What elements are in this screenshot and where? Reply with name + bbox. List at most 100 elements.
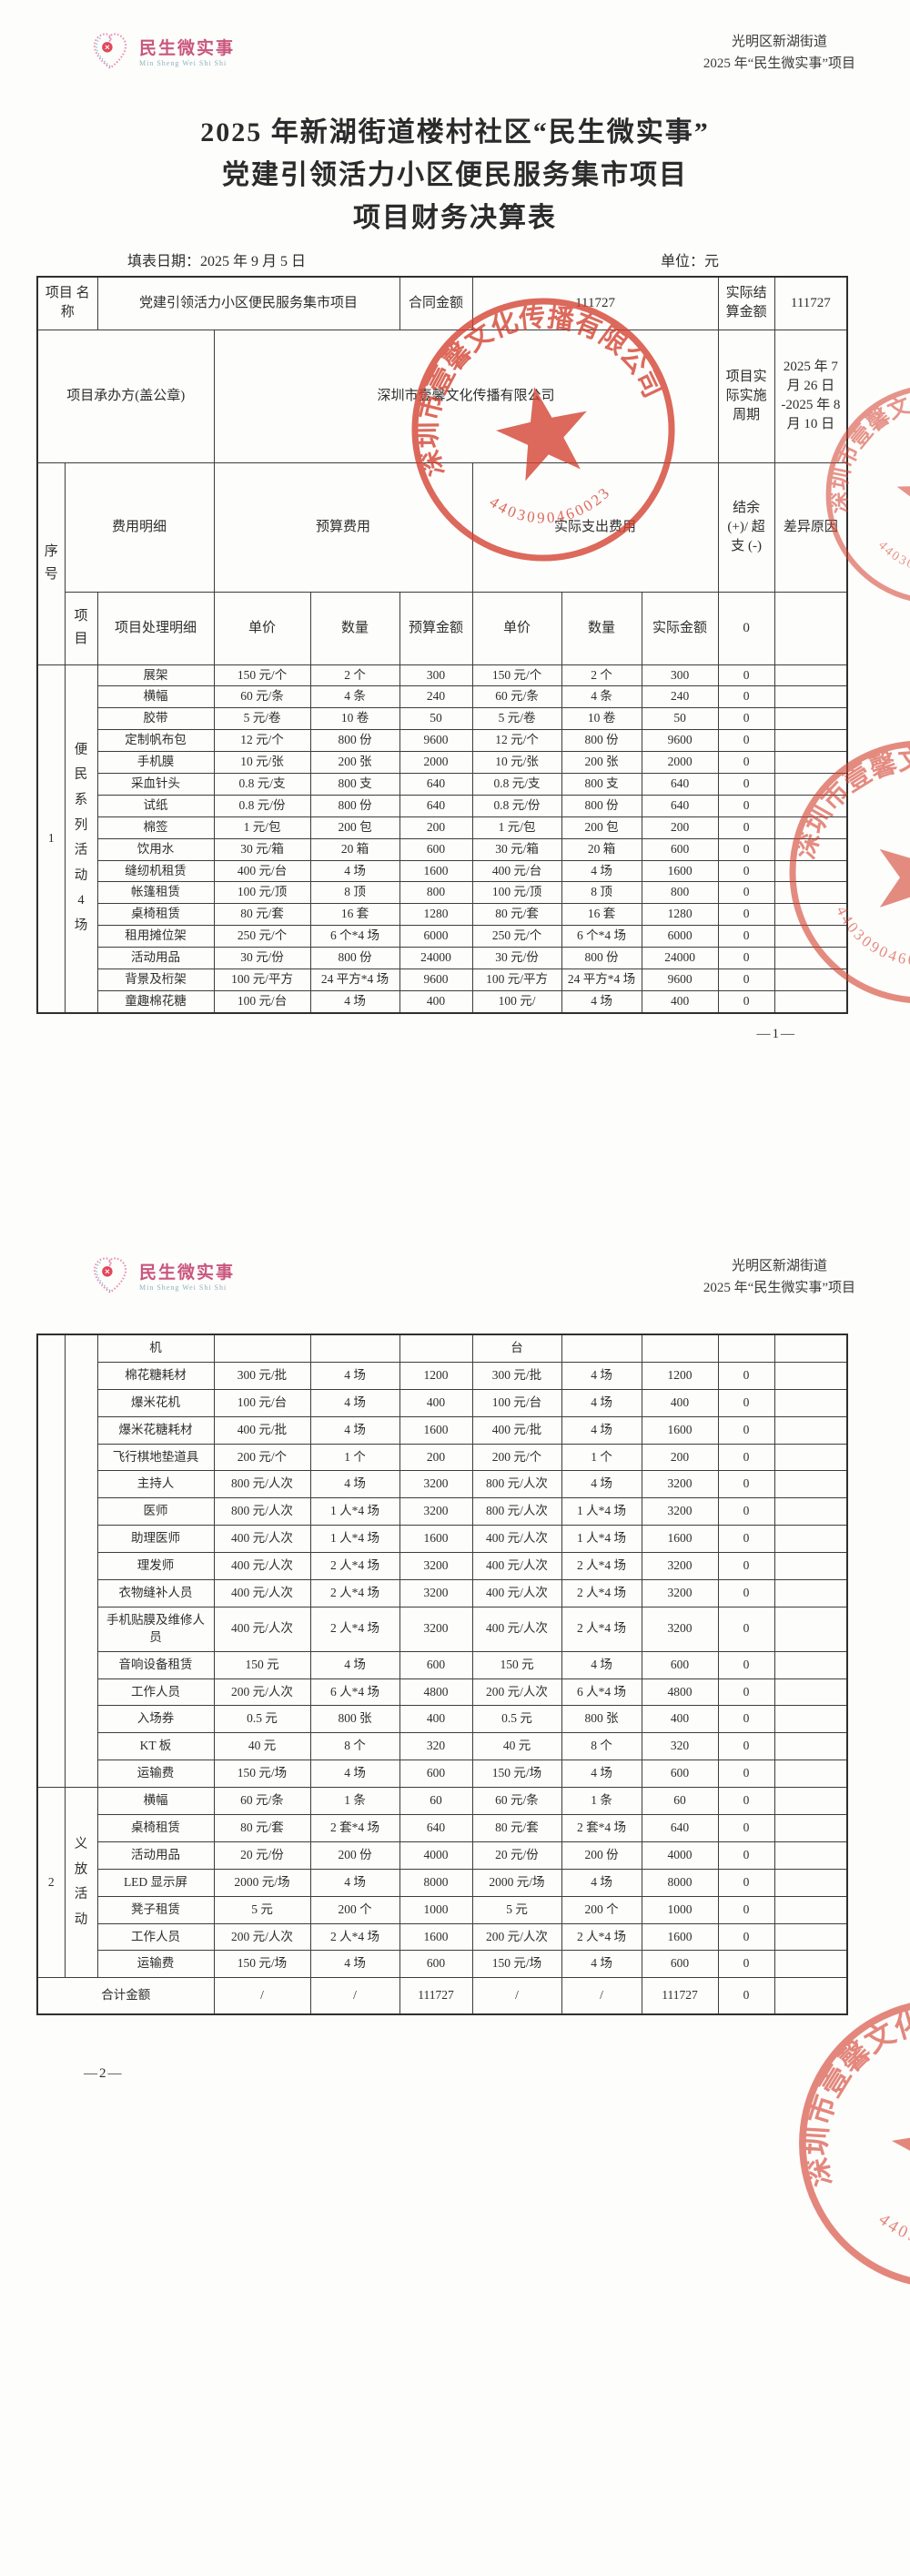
col-qty-budget: 数量: [309, 591, 400, 665]
meta-row: 填表日期：2025 年 9 月 5 日 单位：元: [127, 248, 819, 270]
value-cell: 0: [717, 1606, 775, 1652]
item-detail-cell: 运输费: [96, 1760, 215, 1789]
value-cell: 50: [641, 707, 719, 731]
reason-cell: [774, 1814, 848, 1842]
title-line3: 项目财务决算表: [353, 203, 557, 233]
value-cell: 0.8 元/份: [213, 794, 311, 817]
value-cell: 6000: [399, 925, 473, 948]
value-cell: 400 元/人次: [213, 1606, 311, 1652]
value-cell: 400: [641, 989, 719, 1014]
value-cell: 4 场: [561, 989, 642, 1014]
value-cell: 60 元/条: [213, 1787, 311, 1816]
value-cell: 400: [399, 989, 473, 1014]
reason-cell: [774, 1525, 848, 1554]
value-cell: 0: [717, 968, 775, 991]
item-detail-cell: 机: [96, 1334, 215, 1363]
value-cell: 4 场: [309, 1388, 400, 1417]
value-cell: 300: [641, 664, 719, 687]
value-cell: 0: [717, 1814, 775, 1842]
logo-text: 民生微实事: [139, 39, 236, 58]
col-item-detail: 项目处理明细: [96, 591, 215, 665]
col-expense-detail: 费用明细: [64, 461, 215, 593]
reason-cell: [774, 968, 848, 991]
value-cell: 0: [717, 947, 775, 969]
page-1: 民生微实事 Min Sheng Wei Shi Shi 光明区新湖街道 2025…: [0, 0, 910, 1224]
finance-table-page2: 机台棉花糖耗材 300 元/批 4 场 1200 300 元/批 4 场 1200 0 爆米花机…: [36, 1334, 848, 2015]
value-cell: 800: [399, 881, 473, 905]
section-seq: 2: [36, 1787, 66, 1979]
value-cell: 1 元/包: [471, 816, 562, 839]
page-2: 民生微实事 Min Sheng Wei Shi Shi 光明区新湖街道 2025…: [0, 1224, 910, 2576]
value-cell: 400 元/台: [213, 859, 311, 883]
value-cell: 0: [717, 772, 775, 796]
settlement-value: 111727: [774, 276, 848, 330]
item-detail-cell: 主持人: [96, 1470, 215, 1499]
item-detail-cell: 童趣棉花糖: [96, 989, 215, 1014]
org-line1: 光明区新湖街道: [731, 1259, 827, 1273]
item-detail-cell: 横幅: [96, 1787, 215, 1816]
value-cell: 0.8 元/支: [213, 772, 311, 796]
settlement-label: 实际结算金额: [717, 276, 775, 330]
value-cell: 1600: [399, 1415, 473, 1445]
value-cell: 10 卷: [309, 707, 400, 731]
value-cell: 0: [717, 1361, 775, 1390]
value-cell: 0.8 元/支: [471, 772, 562, 796]
value-cell: 600: [641, 1650, 719, 1679]
reason-cell: [774, 794, 848, 817]
project-name-value: 党建引领活力小区便民服务集市项目: [96, 276, 400, 330]
value-cell: 9600: [641, 729, 719, 753]
reason-cell: [774, 837, 848, 861]
value-cell: 0: [717, 751, 775, 774]
value-cell: 16 套: [309, 903, 400, 927]
value-cell: 8 个: [309, 1732, 400, 1761]
value-cell: 0: [717, 881, 775, 905]
value-cell: 1 人*4 场: [561, 1497, 642, 1526]
item-detail-cell: 爆米花糖耗材: [96, 1415, 215, 1445]
value-cell: 800 元/人次: [213, 1497, 311, 1526]
value-cell: 4000: [399, 1841, 473, 1870]
value-cell: 400 元/人次: [213, 1552, 311, 1581]
reason-cell: [774, 947, 848, 969]
table-row: 缝纫机租赁 400 元/台 4 场 1600 400 元/台 4 场 1600 0: [37, 859, 848, 883]
value-cell: 200 元/个: [471, 1443, 562, 1472]
value-cell: [399, 1334, 473, 1363]
value-cell: 640: [641, 794, 719, 817]
item-detail-cell: 理发师: [96, 1552, 215, 1581]
table-row: 爆米花机 100 元/台 4 场 400 100 元/台 4 场 400 0: [37, 1388, 848, 1417]
value-cell: 400 元/人次: [213, 1579, 311, 1607]
item-detail-cell: 饮用水: [96, 837, 215, 861]
page2-number: —2—: [84, 2065, 124, 2081]
value-cell: 1600: [641, 1922, 719, 1952]
reason-cell: [774, 989, 848, 1014]
value-cell: 60: [399, 1787, 473, 1816]
reason-cell: [774, 1678, 848, 1707]
value-cell: 0: [717, 1579, 775, 1607]
value-cell: 2 人*4 场: [561, 1922, 642, 1952]
item-detail-cell: 入场券: [96, 1705, 215, 1734]
value-cell: 1600: [641, 1415, 719, 1445]
value-cell: 4 条: [309, 685, 400, 709]
table-row: 飞行棋地垫道具 200 元/个 1 个 200 200 元/个 1 个 200 0: [37, 1443, 848, 1472]
reason-cell: [774, 1552, 848, 1581]
col-budget-group: 预算费用: [213, 461, 473, 593]
total-cell: 111727: [641, 1977, 719, 2015]
value-cell: 0: [717, 707, 775, 731]
value-cell: 200 包: [309, 816, 400, 839]
value-cell: 640: [641, 1814, 719, 1842]
value-cell: 0: [717, 1525, 775, 1554]
value-cell: 80 元/套: [471, 1814, 562, 1842]
value-cell: 0.5 元: [213, 1705, 311, 1734]
value-cell: 0: [717, 1497, 775, 1526]
value-cell: 150 元/场: [471, 1950, 562, 1979]
item-detail-cell: 手机贴膜及维修人员: [96, 1606, 215, 1652]
svg-text:4403090460023: 4403090460023: [875, 538, 910, 575]
value-cell: 4 场: [309, 1650, 400, 1679]
value-cell: 600: [641, 837, 719, 861]
value-cell: 5 元: [213, 1895, 311, 1924]
value-cell: 20 元/份: [471, 1841, 562, 1870]
info-row-undertaker: 项目承办方(盖公章) 深圳市壹馨文化传播有限公司 项目实际实施周期 2025 年…: [36, 329, 848, 463]
contract-amount-value: 111727: [471, 276, 719, 330]
table-row: 童趣棉花糖 100 元/台 4 场 400 100 元/4 场 400 0: [37, 989, 848, 1014]
